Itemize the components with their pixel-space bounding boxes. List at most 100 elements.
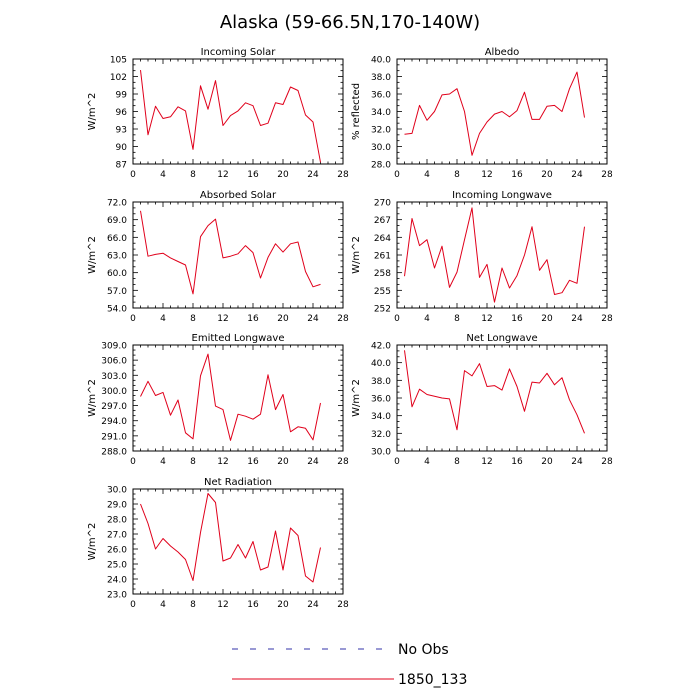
y-tick-label: 99 (116, 91, 128, 101)
x-tick-label: 20 (277, 314, 289, 324)
y-tick-label: 306.0 (101, 357, 127, 367)
y-tick-label: 60.0 (107, 269, 127, 279)
x-tick-label: 20 (541, 170, 553, 180)
x-tick-label: 20 (277, 457, 289, 467)
y-tick-label: 90 (116, 143, 128, 153)
x-tick-label: 4 (160, 600, 166, 610)
x-tick-label: 0 (130, 457, 136, 467)
x-tick-label: 24 (571, 170, 583, 180)
x-tick-label: 16 (247, 170, 259, 180)
x-tick-label: 20 (541, 457, 553, 467)
y-tick-label: 93 (116, 126, 127, 136)
y-tick-label: 28.0 (107, 516, 127, 526)
x-tick-label: 20 (277, 600, 289, 610)
x-tick-label: 16 (247, 314, 259, 324)
y-tick-label: 40.0 (371, 56, 391, 66)
panel-title: Emitted Longwave (192, 333, 285, 344)
x-tick-label: 24 (571, 314, 583, 324)
y-tick-label: 25.0 (107, 561, 127, 571)
y-tick-label: 36.0 (371, 91, 391, 101)
x-tick-label: 12 (217, 170, 228, 180)
y-tick-label: 26.0 (107, 546, 127, 556)
x-tick-label: 8 (454, 457, 460, 467)
x-tick-label: 4 (424, 314, 430, 324)
x-tick-label: 24 (307, 600, 319, 610)
y-tick-label: 267 (374, 216, 391, 226)
x-tick-label: 4 (160, 457, 166, 467)
x-tick-label: 8 (190, 170, 196, 180)
y-tick-label: 261 (374, 252, 391, 262)
legend-label: No Obs (398, 642, 449, 658)
y-tick-label: 294.0 (101, 417, 127, 427)
panel-title: Absorbed Solar (200, 190, 277, 201)
y-tick-label: 28.0 (371, 161, 391, 171)
y-tick-label: 270 (374, 199, 391, 209)
x-tick-label: 16 (511, 457, 523, 467)
y-tick-label: 63.0 (107, 252, 127, 262)
legend: No Obs 1850_133 (232, 642, 467, 688)
y-axis-label: W/m^2 (87, 379, 98, 417)
y-tick-label: 30.0 (371, 448, 391, 458)
x-tick-label: 0 (130, 600, 136, 610)
x-tick-label: 20 (277, 170, 289, 180)
x-tick-label: 28 (337, 170, 349, 180)
panel-title: Albedo (485, 47, 520, 58)
x-tick-label: 12 (481, 170, 492, 180)
x-tick-label: 24 (307, 457, 319, 467)
plot-frame (396, 344, 608, 452)
x-tick-label: 0 (130, 314, 136, 324)
x-tick-label: 8 (454, 314, 460, 324)
x-tick-label: 28 (337, 457, 349, 467)
x-tick-label: 0 (394, 314, 400, 324)
x-tick-label: 28 (601, 457, 613, 467)
y-axis-label: W/m^2 (351, 236, 362, 274)
y-tick-label: 66.0 (107, 234, 127, 244)
plot-frame (132, 488, 344, 595)
y-tick-label: 96 (116, 108, 128, 118)
legend-item: No Obs (232, 642, 449, 658)
chart-panel: Incoming Solar 0 4 8 12 16 20 24 28 87 90 93 96 99 102… (87, 47, 349, 180)
series-line (140, 353, 321, 441)
y-tick-label: 36.0 (371, 395, 391, 405)
x-tick-label: 16 (247, 457, 259, 467)
x-tick-label: 12 (217, 600, 228, 610)
series-line (404, 71, 585, 156)
series-line (404, 350, 585, 434)
x-tick-label: 8 (190, 457, 196, 467)
x-tick-label: 12 (481, 457, 492, 467)
plot-frame (396, 201, 608, 309)
y-tick-label: 102 (110, 73, 127, 83)
x-tick-label: 0 (130, 170, 136, 180)
x-tick-label: 12 (217, 457, 228, 467)
y-tick-label: 291.0 (101, 432, 127, 442)
chart-panel: Emitted Longwave 0 4 8 12 16 20 24 28 288.0 291.0 2… (87, 333, 349, 467)
x-tick-label: 4 (160, 170, 166, 180)
panel-title: Incoming Solar (201, 47, 277, 58)
x-tick-label: 12 (217, 314, 228, 324)
series-line (140, 493, 321, 583)
y-axis-label: W/m^2 (87, 93, 98, 131)
x-tick-label: 8 (190, 600, 196, 610)
y-axis-label: W/m^2 (351, 379, 362, 417)
y-tick-label: 30.0 (107, 486, 127, 496)
series-line (140, 70, 321, 163)
y-tick-label: 255 (374, 287, 391, 297)
chart-panel: Absorbed Solar 0 4 8 12 16 20 24 28 54.0 57.0 60.0 6… (87, 190, 349, 324)
plot-frame (132, 58, 344, 165)
legend-label: 1850_133 (398, 672, 467, 688)
y-tick-label: 69.0 (107, 216, 127, 226)
x-tick-label: 4 (160, 314, 166, 324)
y-tick-label: 258 (374, 269, 391, 279)
chart-panel: Incoming Longwave 0 4 8 12 16 20 24 28 252 255 258 2… (351, 190, 613, 324)
y-tick-label: 29.0 (107, 501, 127, 511)
x-tick-label: 24 (307, 170, 319, 180)
x-tick-label: 28 (337, 600, 349, 610)
y-tick-label: 300.0 (101, 387, 127, 397)
y-tick-label: 309.0 (101, 342, 127, 352)
y-tick-label: 57.0 (107, 287, 127, 297)
x-tick-label: 28 (601, 314, 613, 324)
y-tick-label: 252 (374, 305, 391, 315)
y-tick-label: 27.0 (107, 531, 127, 541)
y-tick-label: 303.0 (101, 372, 127, 382)
